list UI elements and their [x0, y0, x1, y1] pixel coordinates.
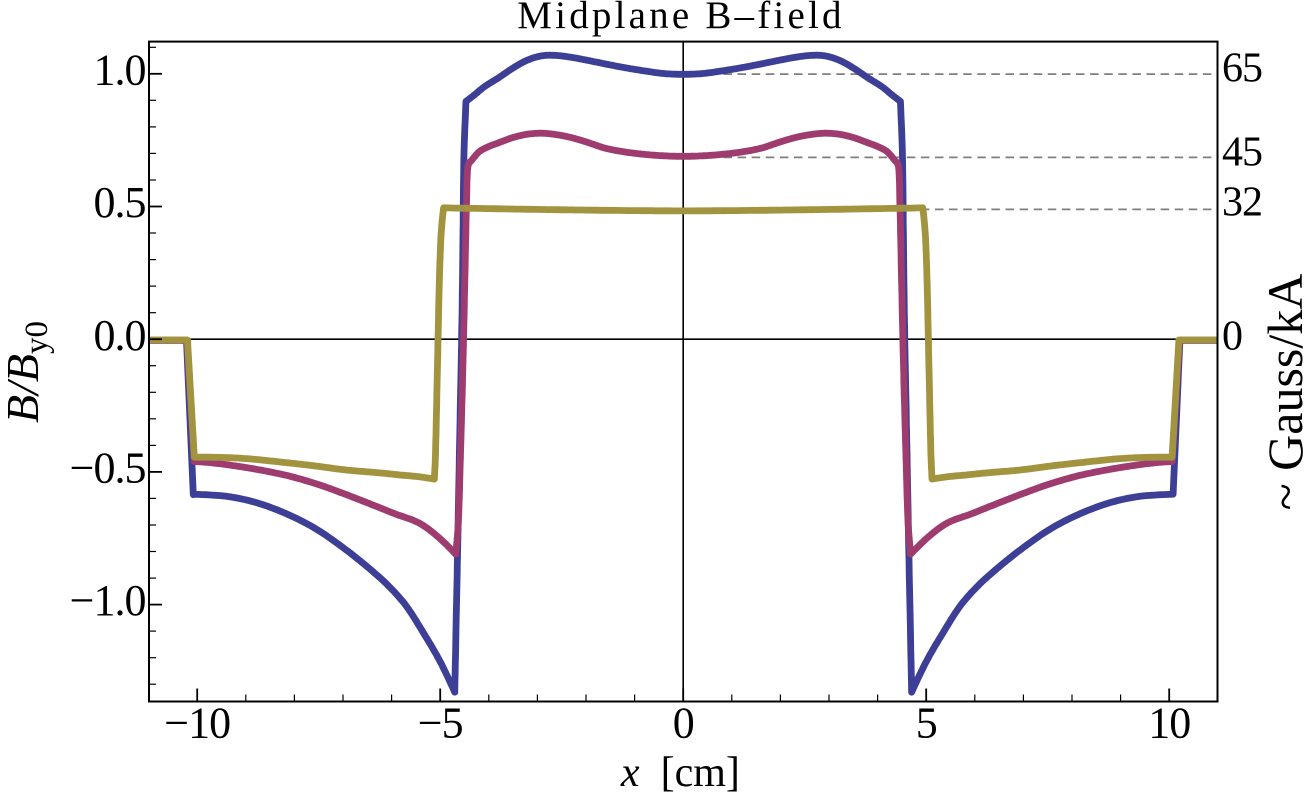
svg-text:−1.0: −1.0: [70, 576, 146, 625]
svg-text:Midplane B–field: Midplane B–field: [517, 0, 844, 37]
svg-text:0: 0: [1222, 313, 1242, 359]
svg-text:x [cm]: x [cm]: [620, 750, 740, 796]
svg-text:0.5: 0.5: [94, 178, 146, 227]
svg-text:−10: −10: [164, 699, 230, 748]
svg-text:−0.5: −0.5: [70, 444, 146, 493]
svg-text:32: 32: [1222, 179, 1262, 225]
svg-text:65: 65: [1222, 45, 1262, 91]
svg-text:~ Gauss/kA: ~ Gauss/kA: [1257, 274, 1313, 511]
svg-text:0: 0: [673, 699, 694, 748]
svg-text:−5: −5: [418, 699, 463, 748]
svg-text:B/By0: B/By0: [0, 321, 55, 423]
svg-text:10: 10: [1148, 699, 1190, 748]
svg-text:45: 45: [1222, 129, 1262, 175]
svg-text:0.0: 0.0: [94, 311, 146, 360]
svg-text:5: 5: [916, 699, 937, 748]
svg-text:1.0: 1.0: [94, 45, 146, 94]
